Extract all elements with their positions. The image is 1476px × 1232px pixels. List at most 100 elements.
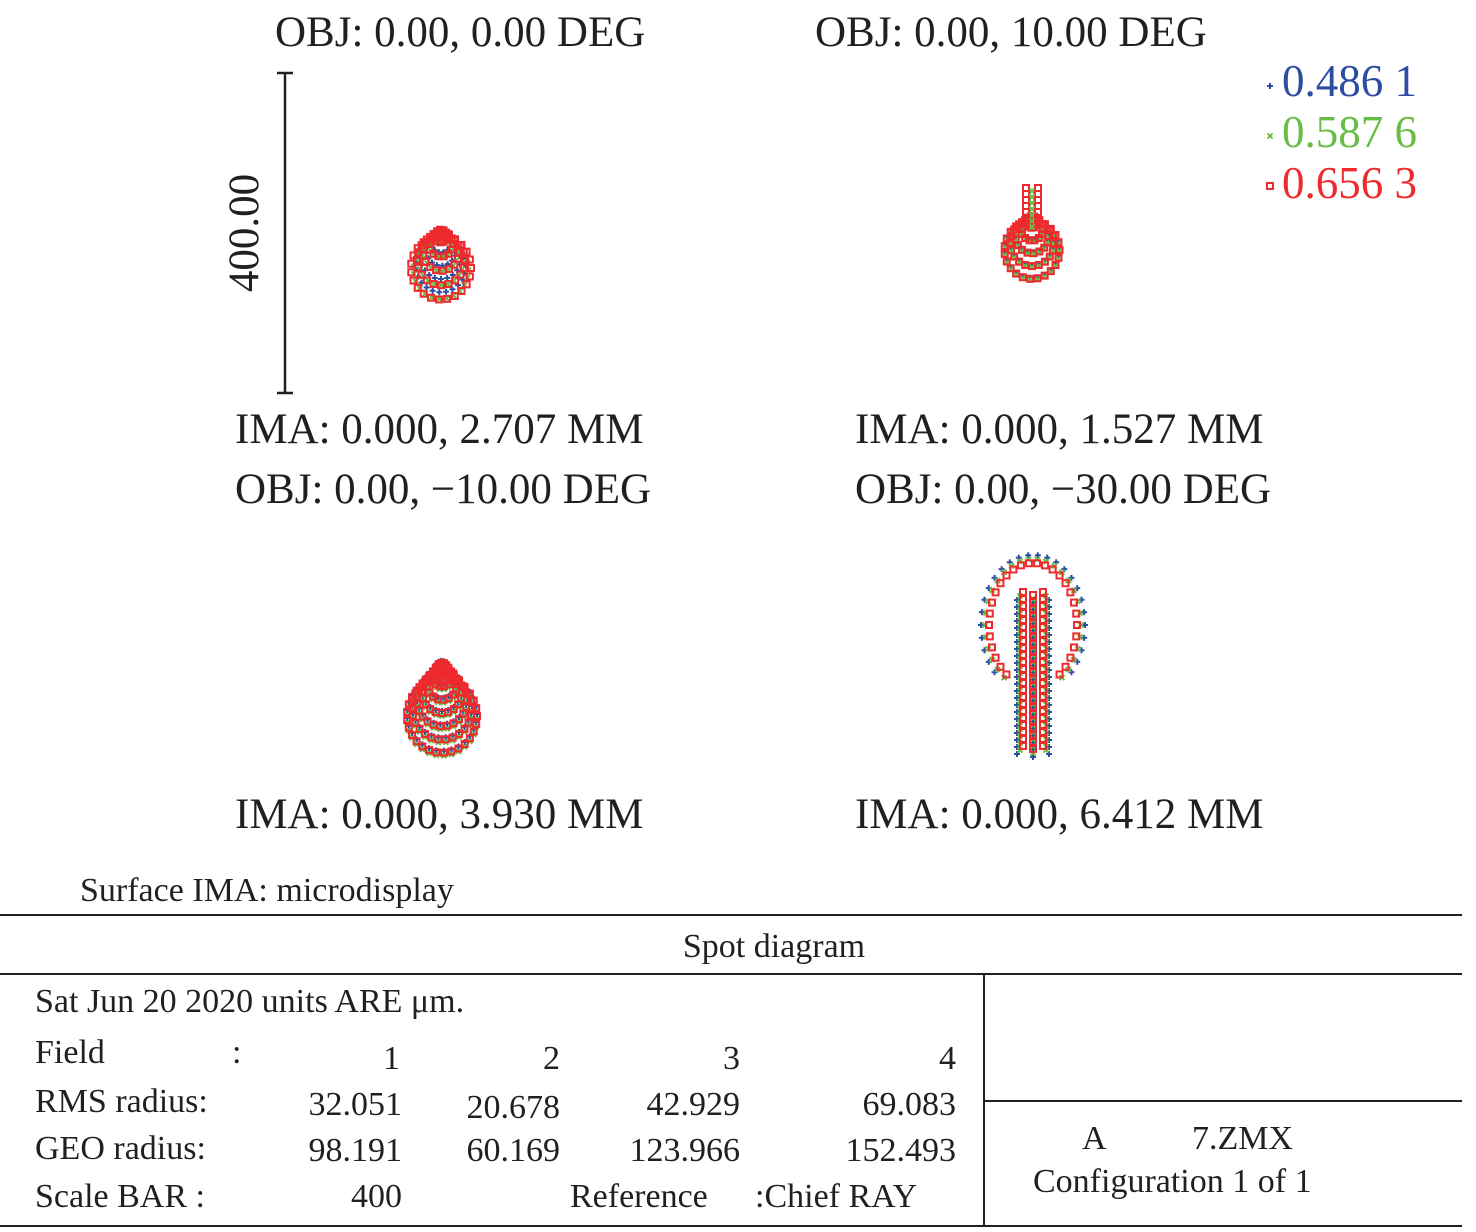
spot-marker (459, 263, 468, 272)
spot-marker (439, 748, 448, 757)
spot-marker (407, 268, 416, 277)
spot-marker (1019, 616, 1027, 624)
spot-marker (420, 729, 429, 738)
table-title: Spot diagram (682, 928, 866, 965)
spot-marker (461, 256, 469, 264)
spot-marker (1066, 588, 1075, 597)
spot-marker (1000, 249, 1009, 258)
field-2-ima-label: IMA: 0.000, 1.527 MM (855, 406, 1264, 453)
spot-marker (1002, 670, 1011, 679)
spot-marker (1039, 693, 1047, 701)
geo-value-4: 152.493 (845, 1132, 957, 1169)
spot-marker (1025, 552, 1032, 559)
spot-marker (465, 272, 474, 281)
spot-marker (450, 260, 459, 269)
spot-marker (1039, 616, 1047, 624)
scale-bar (277, 71, 293, 395)
spot-marker (1039, 658, 1047, 666)
spot-marker (1073, 621, 1081, 629)
spot-marker (432, 748, 441, 757)
scale-bar-value: 400 (351, 1178, 402, 1215)
spot-marker (457, 287, 466, 296)
spot-marker (426, 263, 435, 272)
file-label-a: A (1082, 1120, 1107, 1157)
spot-marker (1019, 700, 1027, 708)
spot-diagram-plot: 400.00 (221, 71, 1274, 760)
spot-marker (978, 622, 984, 628)
date-line: Sat Jun 20 2020 units ARE μm. (35, 983, 465, 1020)
spot-marker (1029, 745, 1037, 753)
configuration-label: Configuration 1 of 1 (1033, 1163, 1312, 1200)
scale-bar-label: 400.00 (221, 174, 268, 292)
spot-marker (1039, 609, 1047, 617)
field-2-obj-label: OBJ: 0.00, 10.00 DEG (815, 9, 1207, 56)
spot-marker (985, 632, 994, 641)
spot-marker (996, 579, 1005, 588)
spot-marker (462, 247, 471, 256)
table-title-divider (0, 973, 1462, 975)
spot-marker (1002, 257, 1011, 266)
spot-marker (450, 236, 459, 245)
legend-marker-3 (1266, 182, 1274, 190)
field-1-obj-label: OBJ: 0.00, 0.00 DEG (275, 9, 646, 56)
spot-marker (1019, 609, 1027, 617)
spot-marker (1039, 665, 1047, 673)
spot-marker (1028, 211, 1036, 219)
spot-marker (1012, 269, 1021, 278)
spot-marker (443, 288, 450, 295)
spot-marker (1072, 609, 1081, 618)
spot-marker (425, 677, 434, 686)
spot-marker (1061, 662, 1070, 671)
spot-marker (467, 264, 475, 272)
spot-marker (1039, 644, 1047, 652)
spot-marker (472, 704, 481, 713)
spot-marker (1019, 686, 1027, 694)
spot-marker (1039, 595, 1047, 603)
spot-marker (1055, 571, 1064, 580)
spot-marker (448, 733, 457, 742)
spot-marker (412, 737, 421, 746)
spot-marker (1066, 653, 1075, 662)
spot-marker (1050, 239, 1058, 247)
spot-marker (1029, 591, 1037, 599)
legend-marker-1 (1267, 83, 1273, 89)
spot-marker (1028, 199, 1036, 207)
field-number-2: 2 (543, 1040, 560, 1077)
spot-marker (1019, 644, 1027, 652)
spot-marker (1026, 274, 1035, 283)
spot-marker (1019, 728, 1027, 736)
spot-marker (1068, 574, 1075, 581)
spot-marker (464, 718, 473, 727)
geo-label: GEO radius: (35, 1130, 206, 1167)
spot-marker (1039, 623, 1047, 631)
spot-marker (413, 283, 422, 292)
spot-marker (1019, 665, 1027, 673)
spot-marker (411, 718, 420, 727)
field-4-obj-label: OBJ: 0.00, −30.00 DEG (855, 466, 1272, 513)
geo-value-1: 98.191 (308, 1132, 403, 1169)
spot-marker (1039, 700, 1047, 708)
spot-marker (1024, 559, 1033, 568)
spot-marker (1028, 217, 1036, 225)
field-number-1: 1 (383, 1040, 400, 1077)
spot-marker (1039, 707, 1047, 715)
spot-marker (1061, 579, 1070, 588)
spot-marker (447, 676, 456, 685)
legend-entry-1: 0.486 1 (1282, 56, 1417, 106)
legend-entry-2: 0.587 6 (1282, 107, 1417, 157)
spot-marker (434, 232, 443, 241)
spot-marker (991, 653, 1000, 662)
spot-marker (1019, 672, 1027, 680)
spot-marker (1034, 552, 1041, 559)
spot-marker (1040, 271, 1049, 280)
file-name: 7.ZMX (1192, 1120, 1294, 1157)
spot-marker (1046, 224, 1055, 233)
spot-field-4-stalk-2 (1019, 588, 1047, 753)
field-3-obj-label: OBJ: 0.00, −10.00 DEG (235, 466, 652, 513)
spot-marker (991, 588, 1000, 597)
spot-marker (1039, 742, 1047, 750)
spot-field-2-stem (1022, 184, 1042, 231)
spot-marker (1019, 742, 1027, 750)
spot-marker (1018, 245, 1027, 254)
spot-marker (991, 574, 998, 581)
